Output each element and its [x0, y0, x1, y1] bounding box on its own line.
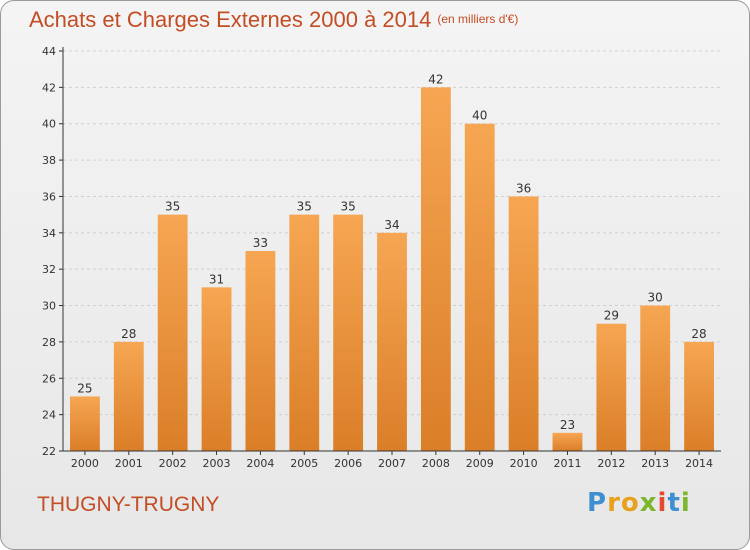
bar-2009	[464, 123, 495, 452]
bar-2006	[333, 214, 364, 451]
data-label: 25	[77, 381, 92, 395]
y-tick-label: 42	[42, 81, 56, 94]
data-label: 30	[648, 291, 663, 305]
bar-2007	[377, 232, 407, 451]
y-tick-label: 22	[42, 445, 56, 458]
x-tick-label: 2007	[378, 457, 406, 470]
data-label: 29	[604, 309, 619, 323]
y-tick-label: 28	[42, 336, 56, 349]
x-tick-label: 2006	[334, 457, 362, 470]
x-tick-label: 2009	[466, 457, 494, 470]
x-tick-label: 2014	[685, 457, 713, 470]
x-tick-label: 2000	[71, 457, 99, 470]
bar-2008	[420, 87, 451, 451]
x-tick-label: 2008	[422, 457, 450, 470]
data-label: 35	[297, 200, 312, 214]
bar-2014	[684, 341, 714, 451]
y-tick-label: 44	[42, 45, 56, 58]
x-tick-label: 2003	[203, 457, 231, 470]
bars	[70, 87, 714, 452]
data-label: 42	[428, 72, 443, 86]
axes	[59, 47, 721, 455]
y-tick-label: 26	[42, 372, 56, 385]
bar-2013	[640, 305, 671, 451]
data-label: 36	[516, 181, 531, 195]
data-label: 33	[253, 236, 268, 250]
title-unit: (en milliers d'€)	[437, 12, 519, 26]
proxiti-logo: Proxiti	[587, 488, 691, 518]
data-label: 23	[560, 418, 575, 432]
bar-2012	[596, 323, 627, 451]
y-tick-label: 32	[42, 263, 56, 276]
bar-2002	[157, 214, 188, 451]
y-tick-label: 34	[42, 227, 56, 240]
y-tick-label: 30	[42, 300, 56, 313]
data-label: 40	[472, 109, 487, 123]
bar-2011	[552, 432, 583, 451]
labels: 22 24 26 28 30 32 34 36 38 40 42 44 25 2000 28 2001 35 20…	[42, 45, 713, 470]
x-tick-label: 2004	[246, 457, 274, 470]
data-label: 28	[121, 327, 136, 341]
data-label: 28	[691, 327, 706, 341]
bar-2000	[70, 396, 100, 451]
x-tick-label: 2001	[115, 457, 143, 470]
x-tick-label: 2012	[597, 457, 625, 470]
bar-2001	[113, 341, 144, 451]
data-label: 31	[209, 272, 224, 286]
y-tick-label: 38	[42, 154, 56, 167]
bar-2004	[245, 251, 276, 451]
bar-2010	[508, 196, 539, 451]
x-tick-label: 2005	[290, 457, 318, 470]
x-tick-label: 2011	[553, 457, 581, 470]
x-tick-label: 2013	[641, 457, 669, 470]
data-label: 34	[384, 218, 399, 232]
title-text: Achats et Charges Externes 2000 à 2014	[29, 7, 432, 32]
bar-2005	[289, 214, 320, 451]
commune-name: THUGNY-TRUGNY	[37, 493, 220, 516]
y-tick-label: 24	[42, 409, 56, 422]
data-label: 35	[165, 200, 180, 214]
x-tick-label: 2002	[159, 457, 187, 470]
chart-title: Achats et Charges Externes 2000 à 2014 (e…	[29, 7, 518, 33]
x-tick-label: 2010	[510, 457, 538, 470]
y-tick-label: 36	[42, 190, 56, 203]
bar-2003	[201, 287, 232, 451]
data-label: 35	[340, 200, 355, 214]
y-tick-label: 40	[42, 118, 56, 131]
